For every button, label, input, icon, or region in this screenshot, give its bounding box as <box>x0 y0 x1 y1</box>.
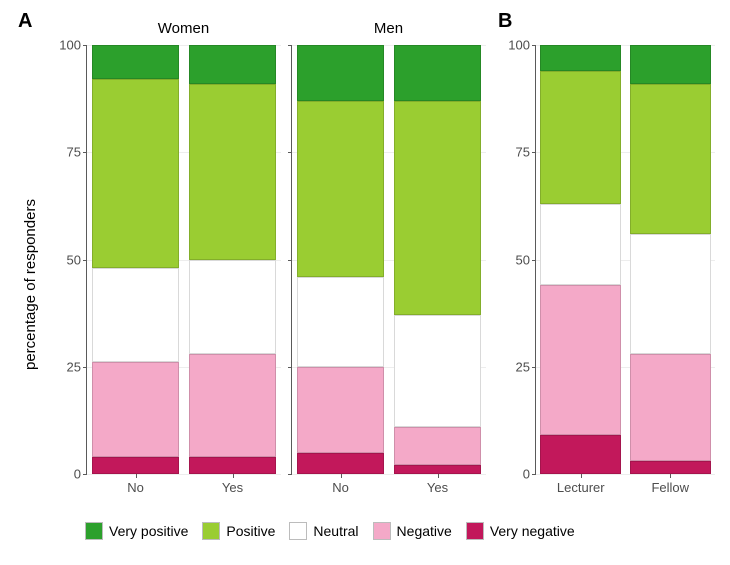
stacked-bar <box>540 45 621 474</box>
stacked-bar <box>630 45 711 474</box>
plot-area-men: NoYes <box>291 45 486 475</box>
y-tick-label: 0 <box>523 467 536 482</box>
y-tick-label: 25 <box>516 359 536 374</box>
bar-segment-positive <box>394 101 481 316</box>
bar-segment-positive <box>540 71 621 204</box>
grid-line <box>292 474 486 475</box>
bar-segment-negative <box>540 285 621 435</box>
bar-segment-negative <box>297 367 384 453</box>
x-tick-mark <box>581 474 582 478</box>
y-tick-label: 25 <box>67 359 87 374</box>
x-tick-mark <box>233 474 234 478</box>
stacked-bar <box>92 45 179 474</box>
bar-segment-very_negative <box>394 465 481 474</box>
bar-segment-negative <box>189 354 276 457</box>
y-tick-label: 75 <box>67 145 87 160</box>
bar-segment-very_negative <box>92 457 179 474</box>
bar-segment-positive <box>297 101 384 277</box>
bar-segment-very_negative <box>297 453 384 474</box>
legend-swatch-neutral <box>289 522 307 540</box>
bar-segment-very_negative <box>189 457 276 474</box>
bar-segment-positive <box>189 84 276 260</box>
legend-label-very_positive: Very positive <box>109 523 188 539</box>
legend-swatch-positive <box>202 522 220 540</box>
y-tick-label: 100 <box>59 38 87 53</box>
plot-area-women: 0255075100NoYes <box>86 45 281 475</box>
y-tick-mark <box>288 367 292 368</box>
stacked-bar <box>394 45 481 474</box>
panel-label-b: B <box>498 10 512 33</box>
bar-segment-very_negative <box>540 435 621 474</box>
bar-segment-positive <box>630 84 711 234</box>
facet-title-men: Men <box>291 20 486 37</box>
y-tick-mark <box>288 152 292 153</box>
facet-title-women: Women <box>86 20 281 37</box>
bar-segment-very_positive <box>297 45 384 101</box>
y-tick-label: 0 <box>74 467 87 482</box>
bar-segment-neutral <box>189 260 276 354</box>
legend-label-very_negative: Very negative <box>490 523 575 539</box>
y-tick-label: 75 <box>516 145 536 160</box>
plot-area-b: 0255075100LecturerFellow <box>535 45 715 475</box>
bar-segment-neutral <box>630 234 711 354</box>
y-tick-label: 50 <box>516 252 536 267</box>
bar-segment-very_positive <box>92 45 179 79</box>
bar-segment-neutral <box>540 204 621 286</box>
y-tick-label: 50 <box>67 252 87 267</box>
legend-swatch-very_negative <box>466 522 484 540</box>
legend-label-positive: Positive <box>226 523 275 539</box>
stacked-bar <box>297 45 384 474</box>
legend-swatch-very_positive <box>85 522 103 540</box>
legend-label-negative: Negative <box>397 523 452 539</box>
bar-segment-negative <box>92 362 179 456</box>
bar-segment-negative <box>394 427 481 466</box>
bar-segment-positive <box>92 79 179 268</box>
bar-segment-very_positive <box>540 45 621 71</box>
bar-segment-very_positive <box>189 45 276 84</box>
legend-label-neutral: Neutral <box>313 523 358 539</box>
y-tick-label: 100 <box>508 38 536 53</box>
bar-segment-very_positive <box>394 45 481 101</box>
y-axis-label: percentage of responders <box>22 199 39 370</box>
stacked-bar <box>189 45 276 474</box>
legend: Very positive Positive Neutral Negative Very… <box>85 522 583 540</box>
y-tick-mark <box>288 45 292 46</box>
x-tick-mark <box>438 474 439 478</box>
bar-segment-very_negative <box>630 461 711 474</box>
x-tick-mark <box>670 474 671 478</box>
legend-swatch-negative <box>373 522 391 540</box>
x-tick-mark <box>136 474 137 478</box>
figure: A B percentage of responders Women Men 0… <box>0 0 730 565</box>
grid-line <box>87 474 281 475</box>
bar-segment-neutral <box>297 277 384 367</box>
bar-segment-negative <box>630 354 711 461</box>
bar-segment-neutral <box>394 315 481 427</box>
y-tick-mark <box>288 260 292 261</box>
y-tick-mark <box>288 474 292 475</box>
panel-label-a: A <box>18 10 32 33</box>
x-tick-mark <box>341 474 342 478</box>
bar-segment-very_positive <box>630 45 711 84</box>
bar-segment-neutral <box>92 268 179 362</box>
